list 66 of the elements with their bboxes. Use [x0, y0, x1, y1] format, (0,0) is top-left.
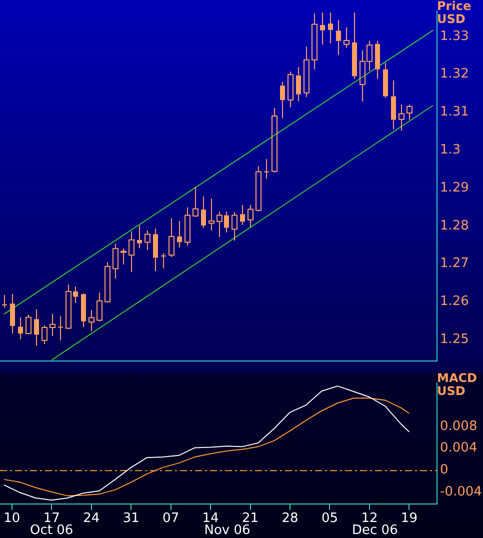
x-tick-label: 28: [282, 511, 298, 526]
x-tick-label: 24: [83, 511, 100, 526]
candlestick: [264, 158, 269, 180]
candlestick: [112, 243, 118, 280]
candlestick: [383, 62, 388, 98]
candlestick: [161, 252, 166, 269]
candlestick: [177, 220, 182, 248]
candlestick: [344, 26, 350, 48]
y-tick-label: 1.27: [440, 256, 469, 272]
candlestick: [248, 204, 254, 228]
y-tick-label: 1.26: [440, 294, 469, 310]
candlestick: [232, 211, 238, 242]
candlestick: [10, 293, 15, 334]
candlestick: [120, 248, 126, 266]
candlestick: [18, 316, 23, 340]
candlestick: [352, 12, 357, 80]
y-tick-label: 1.33: [440, 28, 469, 44]
y-tick-label: 1.31: [440, 104, 469, 120]
candlestick: [406, 104, 412, 120]
x-tick-label: 05: [321, 511, 338, 526]
candlestick: [312, 12, 318, 70]
candlestick: [375, 40, 380, 80]
y-axis-title: MACD USD: [437, 371, 478, 398]
candlestick: [320, 12, 325, 46]
candlestick: [296, 66, 301, 102]
y-axis-title: Price USD: [437, 0, 472, 26]
candlestick: [88, 310, 94, 332]
candlestick: [201, 196, 206, 229]
candlestick: [280, 81, 285, 119]
x-tick-label: 10: [4, 511, 20, 526]
y-tick-label: 1.28: [440, 218, 469, 234]
candlestick: [128, 230, 134, 273]
y-tick-label: 1.25: [440, 332, 469, 347]
candlestick: [81, 292, 86, 328]
candlestick: [96, 292, 102, 322]
x-tick-label: 07: [162, 511, 180, 526]
y-tick-label: 0.008: [440, 418, 478, 434]
x-tick-label: 31: [122, 511, 140, 526]
candlestick: [184, 206, 190, 246]
candlestick: [208, 198, 214, 231]
candlestick: [398, 104, 404, 132]
candlestick: [153, 228, 158, 272]
candlestick: [144, 230, 150, 251]
candlestick: [168, 218, 174, 258]
candlestick: [2, 294, 7, 308]
y-tick-label: 1.32: [440, 66, 469, 82]
text: Nov 06: [204, 522, 250, 538]
candlestick: [34, 308, 39, 346]
y-tick-label: 1.3: [440, 142, 461, 158]
y-tick-label: 0.004: [440, 440, 478, 456]
y-tick-label: 1.29: [440, 180, 469, 196]
candlestick: [328, 12, 333, 44]
candlestick: [336, 20, 341, 56]
candlestick: [240, 204, 245, 226]
candlestick: [391, 80, 396, 130]
y-tick-label: -0.004: [440, 484, 482, 500]
candlestick: [272, 108, 278, 173]
candlestick: [137, 225, 142, 249]
candlestick: [58, 316, 63, 341]
text: Oct 06: [30, 522, 74, 538]
candlestick: [192, 186, 198, 218]
candlestick: [288, 71, 294, 108]
candlestick: [304, 46, 310, 98]
candlestick: [50, 313, 56, 337]
y-tick-label: 0: [440, 462, 448, 478]
x-tick-label: 19: [400, 511, 418, 526]
